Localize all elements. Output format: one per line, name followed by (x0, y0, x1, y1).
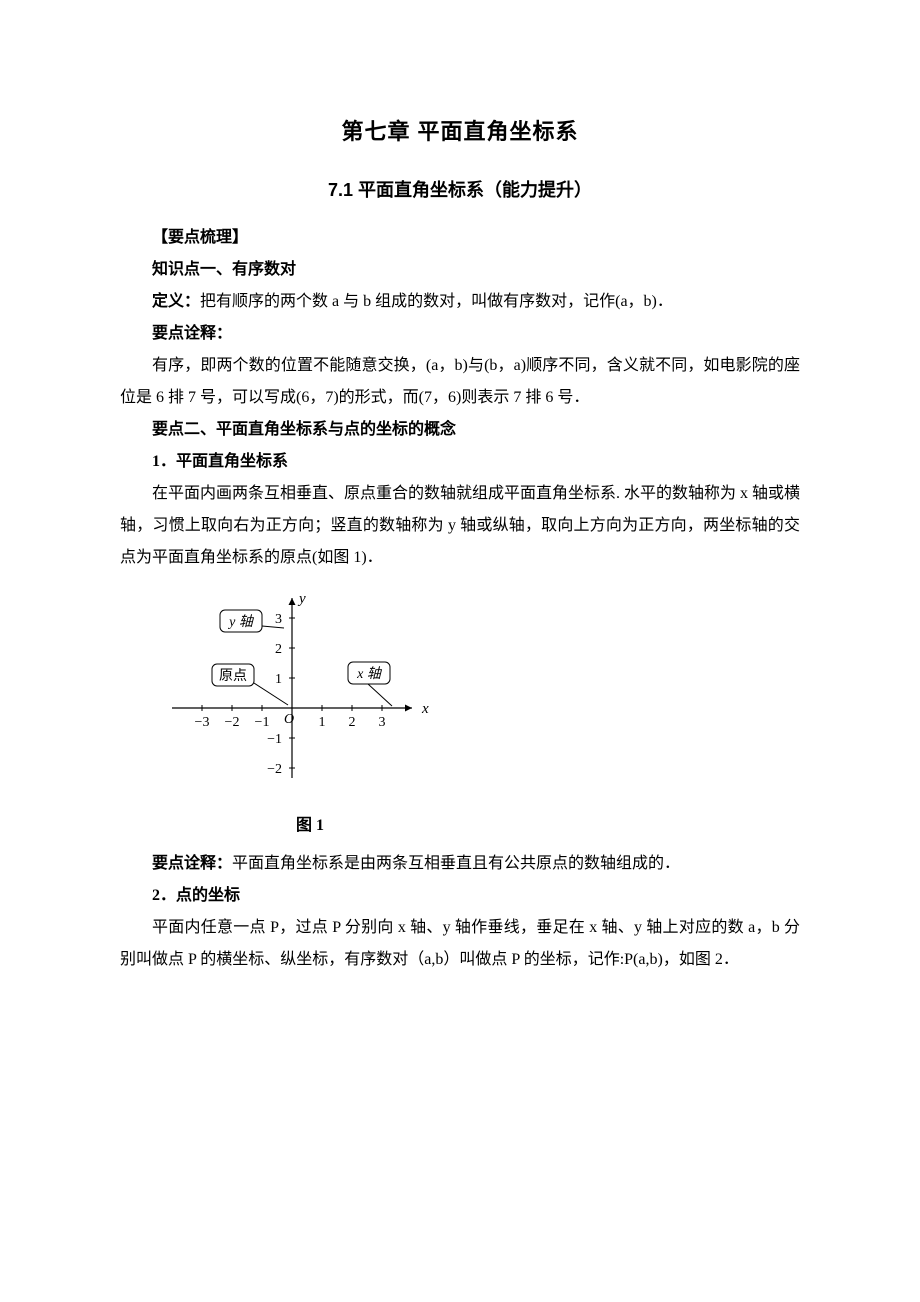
xtick-2: 2 (349, 715, 356, 730)
x-var-label: x (421, 701, 429, 717)
knowledge-point-2-title: 要点二、平面直角坐标系与点的坐标的概念 (120, 414, 800, 446)
ytick-2: 2 (275, 642, 282, 657)
xtick-neg3: −3 (195, 715, 210, 730)
chapter-title: 第七章 平面直角坐标系 (120, 110, 800, 154)
subsection-2-title: 2．点的坐标 (120, 880, 800, 912)
xtick-neg1: −1 (255, 715, 270, 730)
figure-1: −3 −2 −1 1 2 3 1 2 3 −1 −2 O x y y 轴 原 (120, 588, 800, 842)
explain-text-2: 平面直角坐标系是由两条互相垂直且有公共原点的数轴组成的． (232, 855, 680, 872)
explain-label-2: 要点诠释： (152, 855, 232, 872)
knowledge-point-1-title: 知识点一、有序数对 (120, 254, 800, 286)
definition-label: 定义： (152, 293, 200, 310)
ytick-3: 3 (275, 612, 282, 627)
coordinate-system-diagram: −3 −2 −1 1 2 3 1 2 3 −1 −2 O x y y 轴 原 (152, 588, 452, 798)
origin-symbol: O (284, 712, 294, 727)
section-title: 7.1 平面直角坐标系（能力提升） (120, 172, 800, 208)
xtick-3: 3 (379, 715, 386, 730)
summary-heading: 【要点梳理】 (120, 222, 800, 254)
subsection-2-paragraph: 平面内任意一点 P，过点 P 分别向 x 轴、y 轴作垂线，垂足在 x 轴、y … (120, 912, 800, 976)
xtick-1: 1 (319, 715, 326, 730)
document-page: 第七章 平面直角坐标系 7.1 平面直角坐标系（能力提升） 【要点梳理】 知识点… (0, 0, 920, 1036)
ytick-1: 1 (275, 672, 282, 687)
y-var-label: y (297, 591, 306, 607)
explain-paragraph-1: 有序，即两个数的位置不能随意交换，(a，b)与(b，a)顺序不同，含义就不同，如… (120, 350, 800, 414)
y-axis-callout-text: y 轴 (227, 614, 255, 630)
subsection-1-paragraph: 在平面内画两条互相垂直、原点重合的数轴就组成平面直角坐标系. 水平的数轴称为 x… (120, 478, 800, 574)
x-axis-callout-leader (368, 684, 392, 706)
explain-2-line: 要点诠释：平面直角坐标系是由两条互相垂直且有公共原点的数轴组成的． (120, 848, 800, 880)
subsection-1-title: 1．平面直角坐标系 (120, 446, 800, 478)
xtick-neg2: −2 (225, 715, 240, 730)
definition-text: 把有顺序的两个数 a 与 b 组成的数对，叫做有序数对，记作(a，b)． (200, 293, 673, 310)
definition-line: 定义：把有顺序的两个数 a 与 b 组成的数对，叫做有序数对，记作(a，b)． (120, 286, 800, 318)
figure-1-caption: 图 1 (152, 810, 800, 842)
x-axis-callout-text: x 轴 (356, 666, 383, 682)
origin-callout-leader (254, 683, 288, 705)
ytick-neg1: −1 (267, 732, 282, 747)
explain-label-1: 要点诠释： (120, 318, 800, 350)
ytick-neg2: −2 (267, 762, 282, 777)
origin-callout-text: 原点 (219, 668, 247, 684)
